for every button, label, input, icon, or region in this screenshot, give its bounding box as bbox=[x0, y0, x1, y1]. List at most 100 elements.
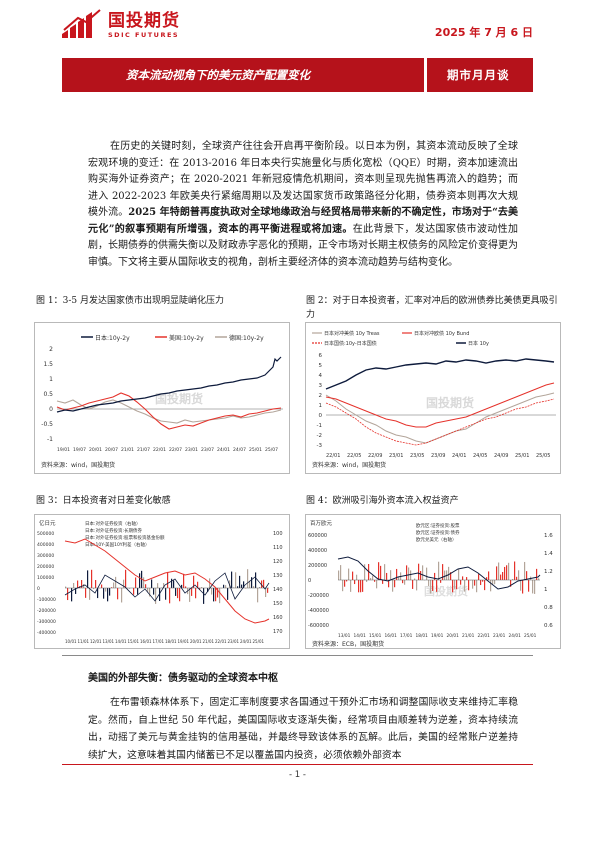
bar-mark bbox=[173, 580, 175, 588]
fig4-xtick: 16/01 bbox=[385, 633, 398, 639]
bar-mark bbox=[143, 577, 145, 588]
bar-mark bbox=[193, 575, 195, 588]
fig1-ytick: 1 bbox=[49, 376, 53, 383]
section-divider bbox=[62, 655, 533, 656]
fig1-xtick: 23/07 bbox=[201, 447, 214, 453]
fig3-xtick: 13/01 bbox=[103, 639, 115, 644]
bar-mark bbox=[356, 574, 358, 580]
bar-mark bbox=[416, 580, 418, 591]
bar-mark bbox=[518, 570, 520, 580]
bar-mark bbox=[109, 588, 111, 596]
fig2-ytick: 4 bbox=[319, 373, 323, 379]
bar-mark bbox=[243, 581, 245, 588]
fig1-source: 资料来源：wind，国投期货 bbox=[41, 461, 115, 469]
bar-mark bbox=[159, 588, 161, 601]
bar-mark bbox=[149, 588, 151, 597]
bar-mark bbox=[219, 588, 221, 604]
fig2-series-japan-10y bbox=[325, 358, 555, 390]
fig3-xtick: 18/01 bbox=[165, 639, 177, 644]
company-logo: 国投期货 SDIC FUTURES bbox=[60, 8, 180, 42]
bar-mark bbox=[265, 588, 267, 597]
bar-mark bbox=[486, 577, 488, 580]
bar-mark bbox=[438, 561, 440, 580]
fig3-ytick: -100000 bbox=[37, 597, 56, 603]
bar-mark bbox=[488, 571, 490, 580]
fig4-y2tick: 1.6 bbox=[544, 533, 553, 539]
bar-mark bbox=[386, 572, 388, 580]
fig1-legend-3: 德国:10y-2y bbox=[229, 334, 264, 342]
page-number: - 1 - bbox=[289, 770, 306, 780]
bar-mark bbox=[420, 571, 422, 580]
bar-mark bbox=[526, 571, 528, 580]
bar-mark bbox=[466, 577, 468, 580]
figure-2-chart: 日本对冲美债 10y Treas 日本对冲欧债 10y Bund 日本国债:10… bbox=[305, 322, 561, 474]
bar-mark bbox=[91, 569, 93, 588]
bar-mark bbox=[396, 568, 398, 580]
bar-mark bbox=[454, 580, 456, 589]
fig1-ytick: -1 bbox=[47, 436, 53, 443]
fig1-xtick: 22/07 bbox=[169, 447, 182, 453]
bar-mark bbox=[147, 588, 149, 593]
bar-mark bbox=[354, 580, 356, 585]
bar-mark bbox=[263, 579, 265, 588]
fig3-y2tick: 100 bbox=[273, 531, 283, 537]
figure-2-caption: 图 2：对于日本投资者，汇率对冲后的欧洲债券比美债更具吸引力 bbox=[306, 296, 558, 320]
fig3-y2tick: 140 bbox=[273, 587, 283, 593]
bar-mark bbox=[366, 580, 368, 582]
bar-mark bbox=[133, 588, 135, 595]
bar-mark bbox=[217, 588, 219, 598]
bar-mark bbox=[83, 584, 85, 588]
bar-mark bbox=[422, 565, 424, 580]
fig1-xtick: 19/01 bbox=[57, 447, 70, 453]
bar-mark bbox=[191, 588, 193, 596]
fig2-legend-1: 日本对冲美债 10y Treas bbox=[324, 330, 380, 337]
fig2-xtick: 22/01 bbox=[326, 453, 340, 459]
figure-1-chart: 日本:10y-2y 美国:10y-2y 德国:10y-2y 2 1.5 1 0.… bbox=[34, 322, 290, 474]
fig4-series-eurusd bbox=[337, 556, 541, 590]
fig1-legend-1: 日本:10y-2y bbox=[95, 334, 130, 342]
bar-mark bbox=[528, 580, 530, 592]
bar-mark bbox=[338, 570, 340, 580]
fig3-y2tick: 130 bbox=[273, 573, 283, 579]
bar-mark bbox=[468, 580, 470, 591]
bar-mark bbox=[448, 566, 450, 580]
bar-mark bbox=[408, 567, 410, 580]
bar-mark bbox=[207, 588, 209, 593]
bar-mark bbox=[350, 580, 352, 592]
bar-mark bbox=[97, 588, 99, 599]
bar-mark bbox=[538, 578, 540, 580]
bar-mark bbox=[352, 571, 354, 580]
intro-bold-text: 2025 年特朗普再度执政对全球地缘政治与经贸格局带来新的不确定性，市场对于“去… bbox=[88, 207, 518, 235]
bar-mark bbox=[223, 584, 225, 588]
fig2-xtick: 23/05 bbox=[410, 453, 424, 459]
fig3-xtick: 20/01 bbox=[190, 639, 202, 644]
column-tag: 期市月月谈 bbox=[447, 68, 510, 82]
bar-mark bbox=[370, 578, 372, 580]
bar-mark bbox=[372, 575, 374, 580]
bar-mark bbox=[430, 580, 432, 594]
fig4-y2tick: 0.8 bbox=[544, 605, 553, 611]
fig2-xtick: 22/09 bbox=[368, 453, 382, 459]
fig2-xtick: 25/05 bbox=[536, 453, 550, 459]
fig4-y2tick: 1 bbox=[544, 587, 548, 593]
fig2-legend-3: 日本国债:10y-日本国债 bbox=[324, 340, 377, 347]
title-banner: 资本流动视角下的美元资产配置变化 期市月月谈 bbox=[62, 58, 533, 92]
fig1-ytick: -0.5 bbox=[41, 421, 53, 428]
fig2-ytick: 1 bbox=[319, 403, 323, 409]
bar-mark bbox=[376, 580, 378, 589]
section-paragraph: 在布雷顿森林体系下，固定汇率制度要求各国通过干预外汇市场和调整国际收支来维持汇率… bbox=[88, 697, 518, 761]
fig2-ytick: -2 bbox=[317, 433, 322, 439]
banner-divider bbox=[424, 58, 427, 92]
report-title: 资本流动视角下的美元资产配置变化 bbox=[126, 68, 310, 82]
bar-mark bbox=[227, 588, 229, 600]
fig4-y2tick: 1.4 bbox=[544, 551, 553, 557]
bar-mark bbox=[113, 582, 115, 588]
fig4-xtick: 13/01 bbox=[338, 633, 351, 639]
bar-mark bbox=[151, 579, 153, 588]
bar-mark bbox=[444, 570, 446, 580]
fig4-legend-1: 欧元区:证券投资:股票 bbox=[416, 522, 460, 529]
bar-mark bbox=[237, 586, 239, 588]
bar-mark bbox=[472, 580, 474, 589]
bar-mark bbox=[492, 580, 494, 585]
fig2-xtick: 25/01 bbox=[515, 453, 529, 459]
